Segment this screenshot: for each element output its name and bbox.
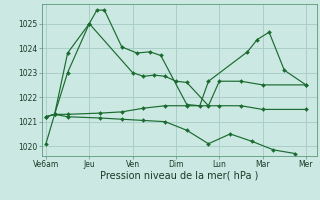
X-axis label: Pression niveau de la mer( hPa ): Pression niveau de la mer( hPa ) (100, 171, 258, 181)
